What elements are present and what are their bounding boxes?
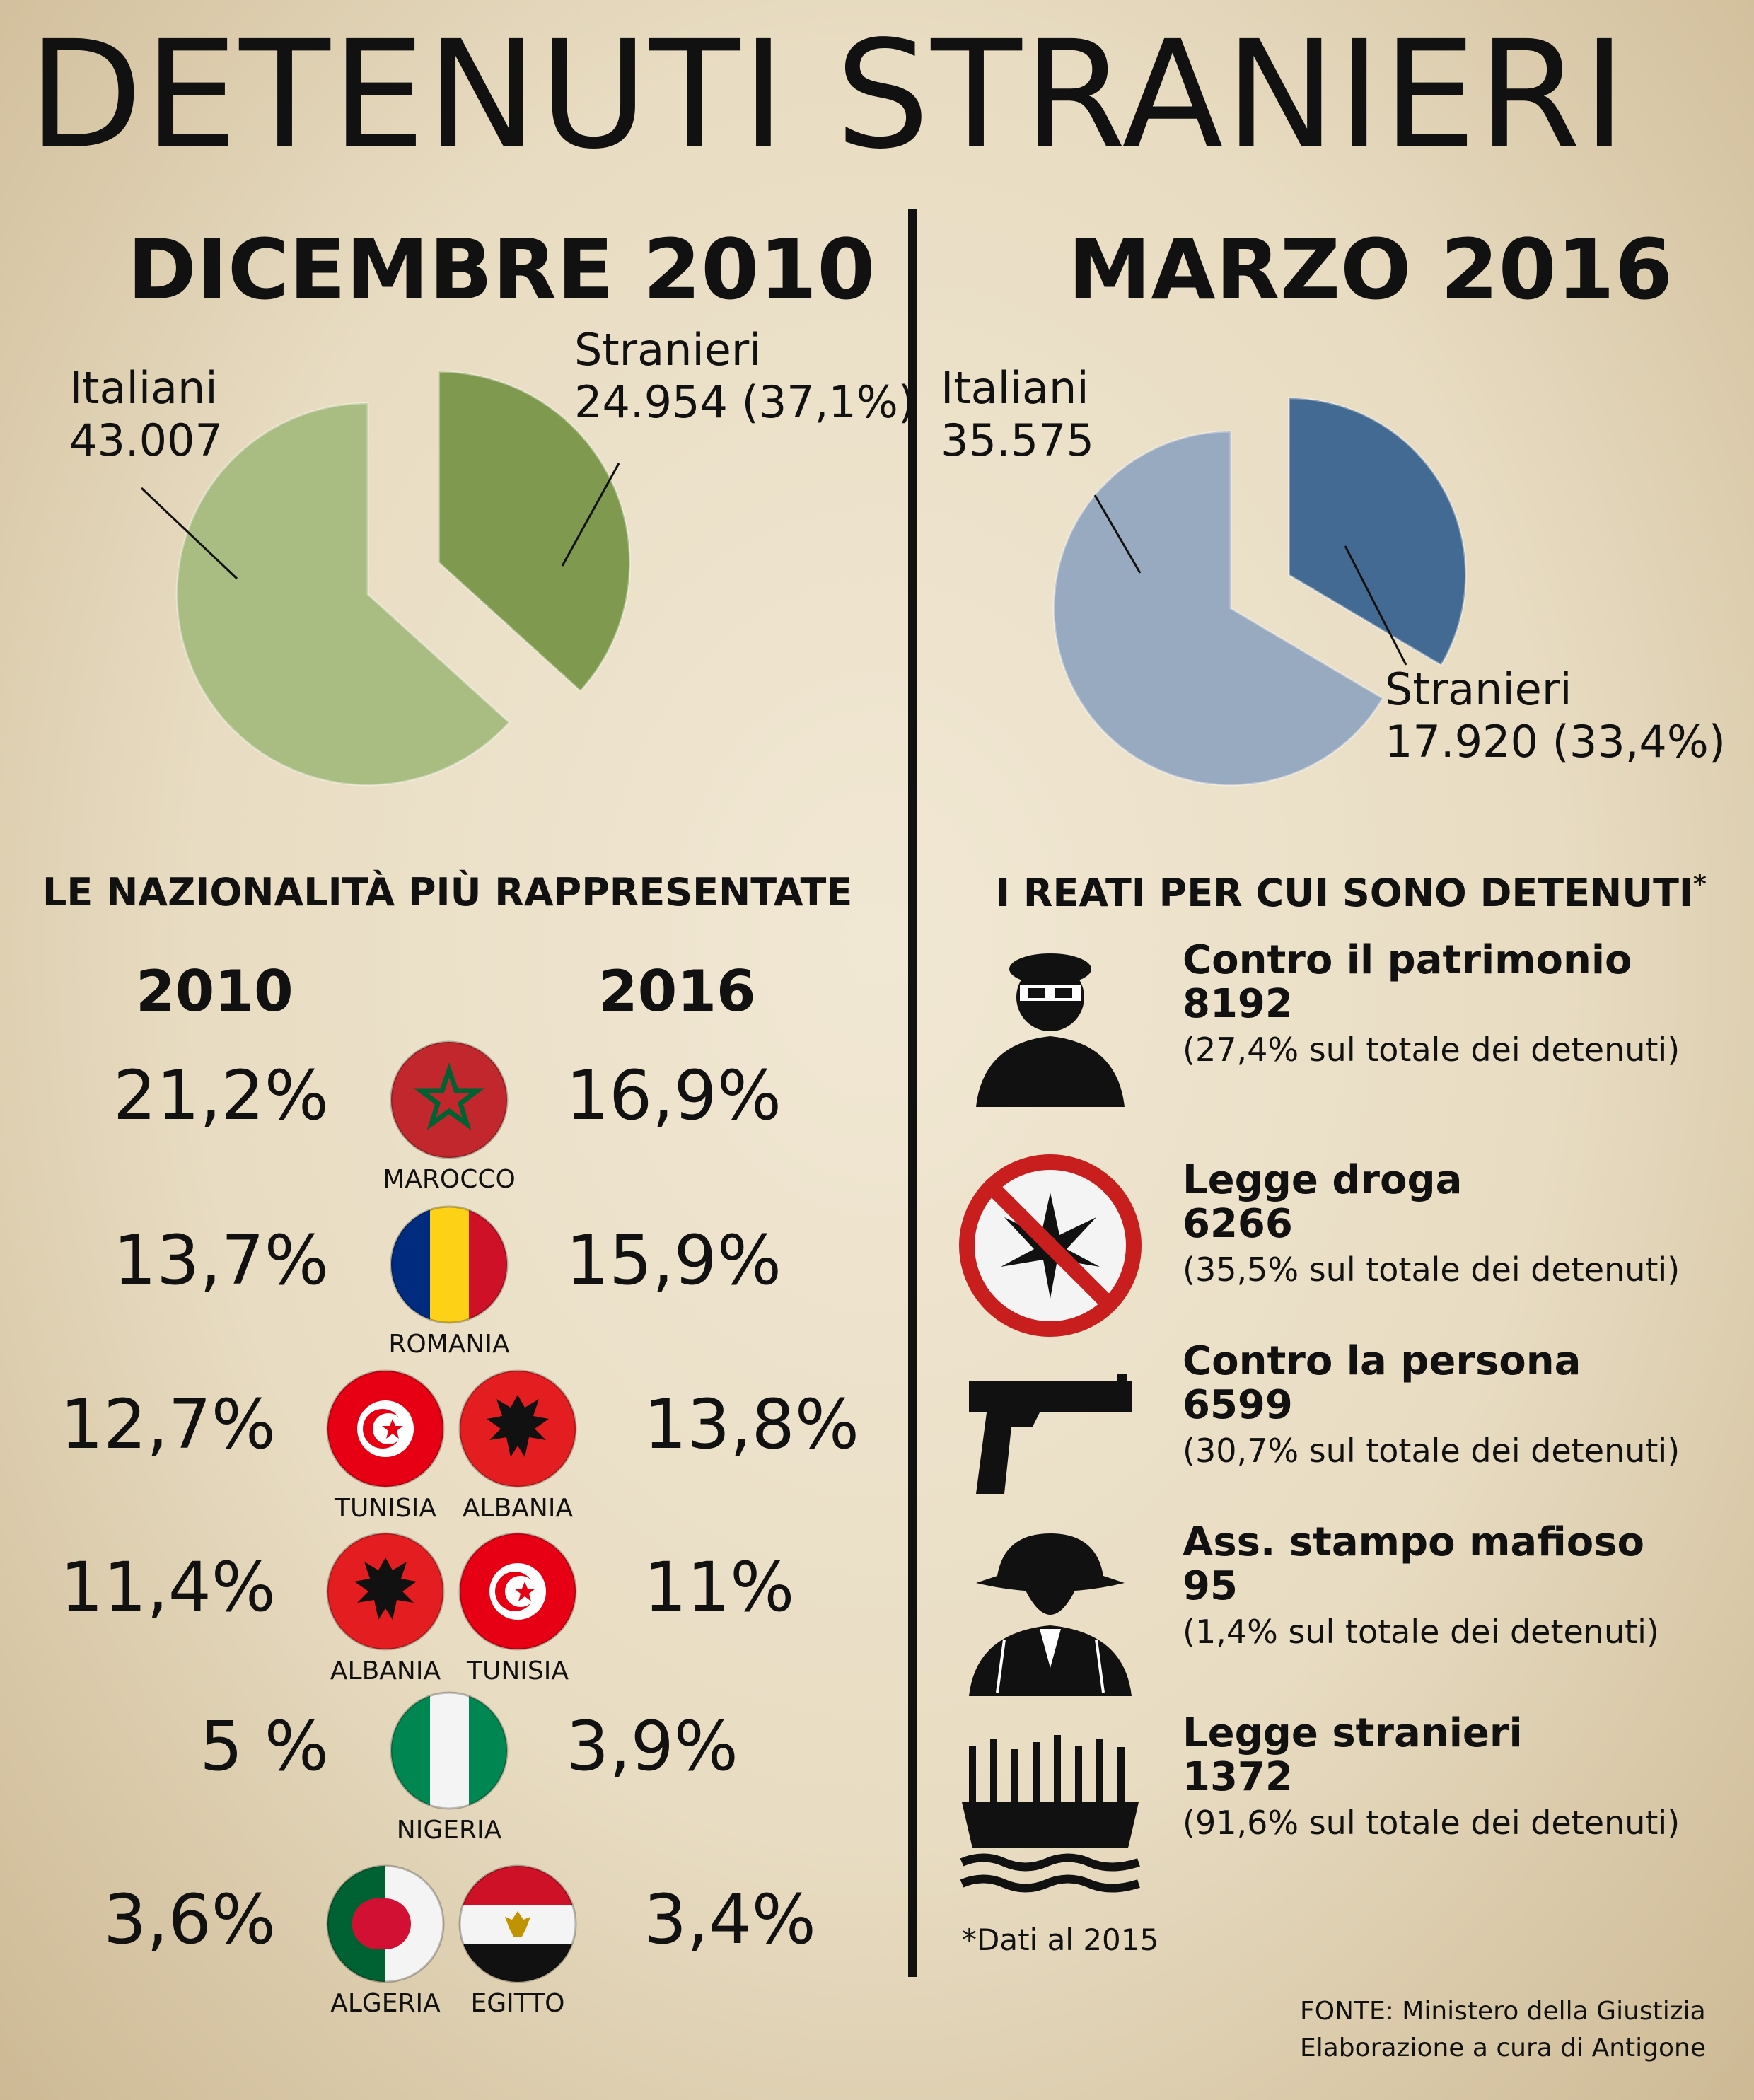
crime-2-note: (35,5% sul totale dei detenuti) <box>1183 1251 1680 1289</box>
crime-5-count: 1372 <box>1183 1754 1293 1800</box>
crime-4-title: Ass. stampo mafioso <box>1183 1519 1644 1565</box>
flag-label-algeria: ALGERIA <box>330 1989 441 2018</box>
nationalities-heading: LE NAZIONALITÀ PIÙ RAPPRESENTATE <box>42 870 853 915</box>
egypt-flag-icon <box>458 1864 577 1983</box>
source-note: FONTE: Ministero della Giustizia Elaboraz… <box>1300 1993 1706 2067</box>
crime-3-title: Contro la persona <box>1183 1338 1581 1384</box>
year-2010-header: 2010 <box>136 958 294 1024</box>
pie-2010-stranieri-label: Stranieri 24.954 (37,1%) <box>574 324 915 429</box>
nigeria-flag-icon <box>390 1691 509 1810</box>
thief-icon <box>976 953 1125 1107</box>
crime-1-note: (27,4% sul totale dei detenuti) <box>1183 1031 1680 1069</box>
nat-row-1-2016-value: 16,9% <box>566 1056 782 1135</box>
crime-1-count: 8192 <box>1183 981 1293 1027</box>
pie-2010-stranieri-value: 24.954 (37,1%) <box>574 376 915 429</box>
nat-row-2-2016-value: 15,9% <box>566 1221 782 1300</box>
pie-2016-stranieri-value: 17.920 (33,4%) <box>1385 716 1726 768</box>
crime-5-note: (91,6% sul totale dei detenuti) <box>1183 1804 1680 1842</box>
footnote: *Dati al 2015 <box>962 1922 1159 1957</box>
pie-2016-stranieri-label: Stranieri 17.920 (33,4%) <box>1385 663 1726 768</box>
morocco-flag-icon <box>390 1040 509 1159</box>
nat-row-4-2010-value: 11,4% <box>60 1548 276 1627</box>
source-line-2: Elaborazione a cura di Antigone <box>1300 2034 1706 2063</box>
pie-2010-leader-stranieri <box>561 463 620 567</box>
flag-label-albania: ALBANIA <box>330 1657 441 1686</box>
flag-label-marocco: MAROCCO <box>383 1165 516 1194</box>
pie-2016-slice-italiani <box>1052 430 1385 787</box>
nat-row-3-2016-value: 13,8% <box>644 1385 859 1464</box>
pie-2010-leader-italiani <box>140 487 238 580</box>
pie-2016-italiani-value: 35.575 <box>941 414 1094 467</box>
migrant-boat-icon <box>960 1735 1140 1893</box>
crime-4-count: 95 <box>1183 1563 1238 1609</box>
nat-row-6-2010-value: 3,6% <box>103 1880 276 1959</box>
pie-2016-leader-italiani <box>1093 494 1142 574</box>
period-2010: DICEMBRE 2010 <box>127 221 876 318</box>
crime-2-title: Legge droga <box>1183 1157 1463 1203</box>
nat-row-2-2010-value: 13,7% <box>113 1221 329 1300</box>
page-title: DETENUTI STRANIERI <box>28 8 1628 182</box>
center-divider <box>908 209 917 1977</box>
pie-2010-italiani-value: 43.007 <box>69 414 223 467</box>
romania-flag-icon <box>390 1205 509 1324</box>
tunisia-flag-icon <box>326 1369 445 1488</box>
tunisia-flag-icon <box>458 1532 577 1651</box>
pie-2010-slice-stranieri <box>438 370 632 692</box>
nat-row-3-2010-value: 12,7% <box>60 1385 276 1464</box>
year-2016-header: 2016 <box>598 958 756 1024</box>
albania-flag-icon <box>326 1532 445 1651</box>
crime-2-count: 6266 <box>1183 1201 1293 1247</box>
period-2016: MARZO 2016 <box>1068 221 1673 318</box>
crime-4-note: (1,4% sul totale dei detenuti) <box>1183 1613 1659 1651</box>
flag-label-romania: ROMANIA <box>388 1330 510 1359</box>
nat-row-6-2016-value: 3,4% <box>644 1880 816 1959</box>
flag-label-nigeria: NIGERIA <box>396 1816 502 1845</box>
flag-label-tunisia: TUNISIA <box>467 1657 569 1686</box>
crime-5-title: Legge stranieri <box>1183 1710 1523 1756</box>
pie-2016-italiani-label: Italiani 35.575 <box>941 362 1094 467</box>
crimes-heading: I REATI PER CUI SONO DETENUTI* <box>996 870 1707 915</box>
pistol-icon <box>969 1374 1132 1494</box>
nat-row-5-2010-value: 5 % <box>199 1707 329 1786</box>
nat-row-5-2016-value: 3,9% <box>566 1707 738 1786</box>
crime-1-title: Contro il patrimonio <box>1183 937 1632 983</box>
no-drugs-icon <box>959 1154 1142 1337</box>
albania-flag-icon <box>458 1369 577 1488</box>
pie-2016-slice-stranieri <box>1288 397 1468 667</box>
crimes-heading-asterisk: * <box>1693 870 1707 899</box>
flag-label-albania: ALBANIA <box>462 1494 574 1523</box>
flag-label-tunisia: TUNISIA <box>335 1494 436 1523</box>
pie-2016-leader-stranieri <box>1344 545 1407 666</box>
algeria-flag-icon <box>326 1864 445 1983</box>
crime-3-count: 6599 <box>1183 1382 1293 1428</box>
flag-label-egitto: EGITTO <box>470 1989 565 2018</box>
mafioso-icon <box>969 1533 1132 1696</box>
source-line-1: FONTE: Ministero della Giustizia <box>1300 1997 1706 2026</box>
crime-3-note: (30,7% sul totale dei detenuti) <box>1183 1432 1680 1470</box>
pie-2010-slice-italiani <box>175 402 511 787</box>
pie-2010-italiani-label: Italiani 43.007 <box>69 362 223 467</box>
nat-row-1-2010-value: 21,2% <box>113 1056 329 1135</box>
nat-row-4-2016-value: 11% <box>644 1548 795 1627</box>
